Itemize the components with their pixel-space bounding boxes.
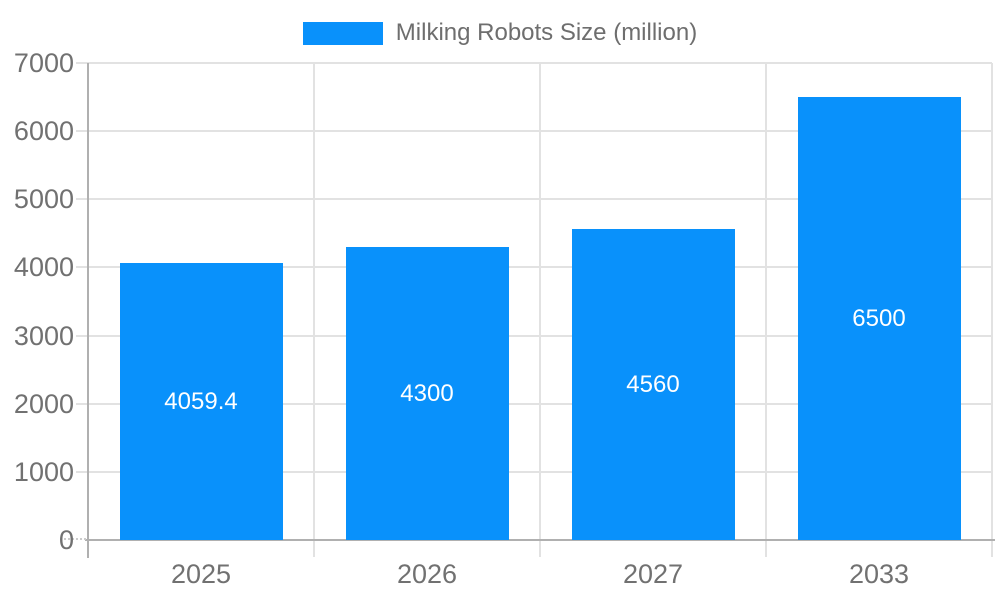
y-tick-label: 6000 [13, 116, 74, 147]
zero-tick-dotted-stub [60, 538, 86, 540]
vertical-gridline [765, 63, 767, 557]
bar-value-label: 4059.4 [164, 387, 238, 415]
bar[interactable]: 6500 [797, 97, 961, 540]
horizontal-gridline [76, 470, 992, 473]
x-axis-line [85, 539, 995, 541]
vertical-gridline [539, 63, 541, 557]
x-tick-label: 2026 [396, 559, 458, 589]
bar-value-label: 6500 [852, 304, 906, 332]
x-tick-label: 2027 [622, 559, 684, 589]
y-tick-label: 5000 [13, 184, 74, 215]
plot-area: 4059.4 4300 4560 6500 [76, 62, 995, 558]
horizontal-gridline [76, 62, 992, 64]
bar-value-label: 4560 [626, 370, 680, 398]
y-tick-label: 3000 [13, 320, 74, 351]
vertical-gridline [313, 63, 315, 557]
y-tick-label: 0 [58, 525, 74, 555]
y-tick-label: 7000 [13, 48, 74, 78]
bar[interactable]: 4300 [345, 247, 509, 540]
vertical-gridline [991, 63, 993, 557]
bar[interactable]: 4560 [571, 229, 735, 540]
horizontal-gridline [76, 334, 992, 337]
y-tick-label: 1000 [13, 456, 74, 487]
x-tick-label: 2025 [170, 559, 232, 589]
legend-swatch [302, 21, 383, 45]
horizontal-gridline [76, 198, 992, 201]
y-axis-line [87, 63, 89, 558]
y-tick-label: 4000 [13, 252, 74, 283]
horizontal-gridline [76, 266, 992, 269]
bar-value-label: 4300 [400, 379, 454, 407]
y-tick-label: 2000 [13, 388, 74, 419]
bar[interactable]: 4059.4 [119, 263, 283, 540]
x-tick-label: 2033 [848, 559, 910, 589]
legend[interactable]: Milking Robots Size (million) [0, 20, 1000, 46]
horizontal-gridline [76, 402, 992, 405]
legend-label: Milking Robots Size (million) [395, 19, 698, 46]
horizontal-gridline [76, 130, 992, 133]
